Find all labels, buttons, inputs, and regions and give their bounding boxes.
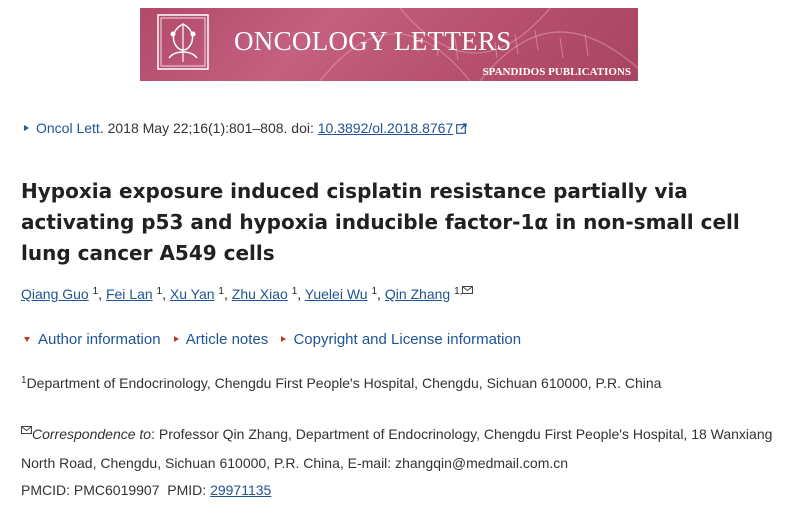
banner-title: ONCOLOGY LETTERS <box>234 26 512 56</box>
triangle-down-icon <box>24 337 30 342</box>
article-ids: PMCID: PMC6019907 PMID: 29971135 <box>21 482 271 498</box>
journal-link[interactable]: Oncol Lett <box>36 120 100 136</box>
author-link[interactable]: Zhu Xiao <box>231 286 288 302</box>
envelope-icon <box>21 426 32 434</box>
author-sup: 1, <box>454 286 463 297</box>
author-sup: 1 <box>92 286 99 297</box>
citation-line: Oncol Lett. 2018 May 22;16(1):801–808. d… <box>24 120 467 136</box>
author-information-toggle[interactable]: Author information <box>38 331 161 348</box>
journal-banner[interactable]: ONCOLOGY LETTERS SPANDIDOS PUBLICATIONS <box>140 8 638 81</box>
triangle-right-icon <box>281 336 287 342</box>
doi-link[interactable]: 10.3892/ol.2018.8767 <box>317 120 454 136</box>
triangle-right-icon <box>173 336 179 342</box>
affiliation-sup: 1 <box>21 375 27 386</box>
pmcid-label: PMCID: <box>21 482 74 498</box>
author-link[interactable]: Yuelei Wu <box>304 286 368 302</box>
author-list: Qiang Guo 1, Fei Lan 1, Xu Yan 1, Zhu Xi… <box>21 286 474 302</box>
correspondence: Correspondence to: Professor Qin Zhang, … <box>21 420 781 478</box>
correspondence-label: Correspondence to <box>32 426 152 442</box>
article-title: Hypoxia exposure induced cisplatin resis… <box>21 179 740 265</box>
pmid-label: PMID: <box>167 482 211 498</box>
envelope-icon[interactable] <box>462 286 474 294</box>
banner-publisher: SPANDIDOS PUBLICATIONS <box>482 66 631 78</box>
article-notes-toggle[interactable]: Article notes <box>185 331 269 348</box>
dna-helix-graphic <box>319 8 638 81</box>
article-info-expanders: Author information Article notes Copyrig… <box>24 331 530 348</box>
copyright-license-toggle[interactable]: Copyright and License information <box>293 331 522 348</box>
author-sup: 1 <box>156 286 163 297</box>
correspondence-text: : Professor Qin Zhang, Department of End… <box>21 426 773 471</box>
external-link-icon[interactable] <box>456 123 467 134</box>
author-sup: 1 <box>291 286 298 297</box>
author-link[interactable]: Xu Yan <box>169 286 215 302</box>
affiliation-text: Department of Endocrinology, Chengdu Fir… <box>26 375 662 391</box>
author-link[interactable]: Qiang Guo <box>21 286 89 302</box>
author-link[interactable]: Qin Zhang <box>384 286 451 302</box>
affiliation: 1Department of Endocrinology, Chengdu Fi… <box>21 375 661 391</box>
author-sup: 1 <box>218 286 224 297</box>
pmcid-value: PMC6019907 <box>73 482 160 498</box>
triangle-right-icon <box>24 125 29 131</box>
citation-details: . 2018 May 22;16(1):801–808. doi: <box>99 120 318 136</box>
author-sup: 1 <box>371 286 378 297</box>
author-link[interactable]: Fei Lan <box>105 286 153 302</box>
pmid-link[interactable]: 29971135 <box>210 482 272 498</box>
spandidos-logo-icon <box>157 14 209 70</box>
